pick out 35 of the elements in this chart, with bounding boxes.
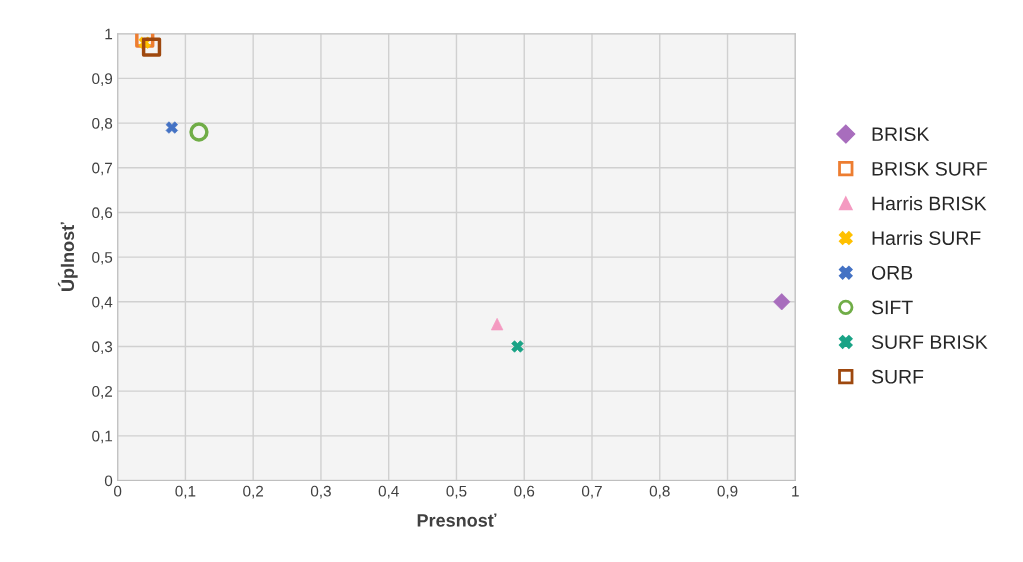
y-tick-label: 0,7 xyxy=(92,162,113,176)
point xyxy=(141,37,162,57)
legend-label: SIFT xyxy=(871,300,913,315)
y-tick-label: 0,8 xyxy=(92,117,113,131)
x-tick-label: 1 xyxy=(792,485,799,497)
legend-label: SURF xyxy=(871,369,924,384)
y-tick-label: 0,3 xyxy=(92,341,113,354)
x-tick-label: 0,5 xyxy=(446,485,467,499)
legend-label: BRISK xyxy=(872,127,930,142)
x-tick-label: 0,1 xyxy=(175,485,196,499)
legend-label: Harris BRISK xyxy=(872,196,987,211)
legend-label: BRISK SURF xyxy=(872,161,987,176)
y-tick-label: 0,4 xyxy=(92,296,113,310)
legend-label: SURF BRISK xyxy=(871,335,988,349)
x-tick-label: 0,7 xyxy=(581,485,602,499)
legend-label: Harris SURF xyxy=(872,230,981,246)
x-tick-label: 0,4 xyxy=(378,485,399,499)
x-tick-label: 0,9 xyxy=(717,485,738,499)
y-tick-label: 0,9 xyxy=(92,73,113,86)
x-tick-label: 0,8 xyxy=(649,485,670,499)
y-tick-label: 0 xyxy=(104,475,113,487)
point xyxy=(773,293,791,311)
y-tick-label: 0,2 xyxy=(92,386,113,399)
x-tick-label: 0,3 xyxy=(310,485,331,499)
y-tick-label: 1 xyxy=(105,28,113,40)
point xyxy=(189,122,209,142)
x-tick-label: 0 xyxy=(113,485,122,497)
y-tick-label: 0,6 xyxy=(92,207,113,220)
x-axis-title: Presnosť xyxy=(417,513,497,527)
y-tick-label: 0,1 xyxy=(92,430,113,444)
x-tick-label: 0,2 xyxy=(243,485,264,499)
x-tick-label: 0,6 xyxy=(514,485,535,499)
legend-label: ORB xyxy=(871,265,913,280)
y-axis-title: Úplnosť xyxy=(57,222,78,291)
y-tick-label: 0,5 xyxy=(92,251,113,265)
